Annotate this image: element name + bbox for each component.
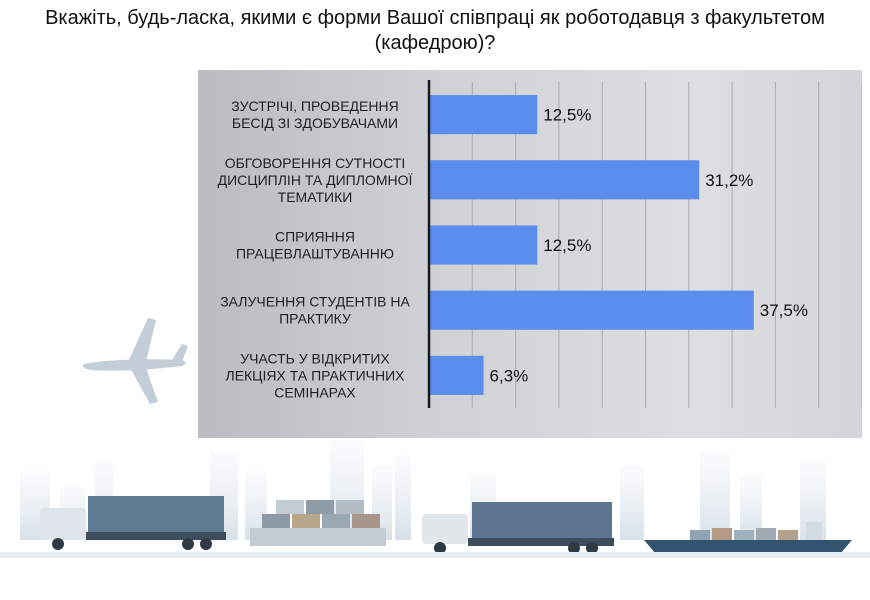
- truck-icon: [40, 496, 226, 550]
- transport-illustration: [0, 318, 870, 558]
- containers-icon: [250, 500, 386, 546]
- bar: [429, 160, 700, 200]
- bar-chart: 12,5% ЗУСТРІЧІ, ПРОВЕДЕННЯ БЕСІД ЗІ ЗДОБУВ…: [218, 80, 862, 408]
- data-label: 12,5%: [543, 236, 591, 255]
- data-label: 37,5%: [760, 301, 808, 320]
- category-label: СПРИЯННЯ ПРАЦЕВЛАШТУВАННЮ: [236, 229, 394, 262]
- category-label: УЧАСТЬ У ВІДКРИТИХ ЛЕКЦІЯХ ТА ПРАКТИЧНИХ С…: [226, 350, 406, 400]
- truck-icon-2: [422, 502, 614, 554]
- cargo-ship-icon: [644, 522, 852, 554]
- bar: [429, 95, 538, 135]
- bar: [429, 225, 538, 265]
- bar: [429, 355, 484, 395]
- category-label: ЗУСТРІЧІ, ПРОВЕДЕННЯ БЕСІД ЗІ ЗДОБУВАЧАМИ: [231, 98, 398, 131]
- category-label: ЗАЛУЧЕННЯ СТУДЕНТІВ НА ПРАКТИКУ: [220, 294, 410, 327]
- chart-title: Вкажіть, будь-ласка, якими є форми Вашої…: [45, 7, 825, 54]
- data-label: 12,5%: [543, 106, 591, 125]
- category-label: ОБГОВОРЕННЯ СУТНОСТІ ДИСЦИПЛІН ТА ДИПЛОМН…: [218, 155, 413, 205]
- data-label: 31,2%: [705, 171, 753, 190]
- airplane-icon: [82, 318, 188, 404]
- data-label: 6,3%: [490, 366, 529, 385]
- bar: [429, 290, 754, 330]
